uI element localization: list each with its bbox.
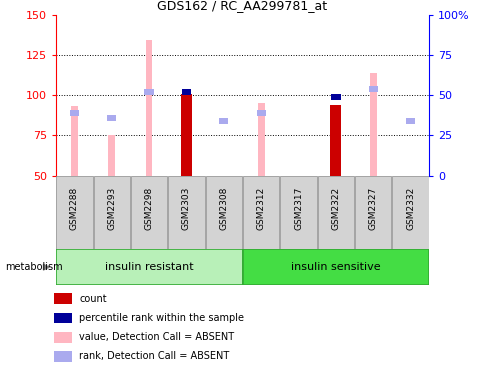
Bar: [107, 115, 116, 120]
Bar: [93, 176, 130, 249]
Bar: [56, 249, 242, 285]
Bar: [71, 107, 77, 176]
Bar: [317, 176, 353, 249]
Bar: [219, 118, 228, 124]
Bar: [331, 94, 340, 100]
Bar: [392, 176, 428, 249]
Bar: [280, 176, 316, 249]
Text: GSM2298: GSM2298: [144, 187, 153, 230]
Bar: [54, 332, 72, 343]
Text: GSM2308: GSM2308: [219, 187, 228, 230]
Text: insulin resistant: insulin resistant: [105, 262, 193, 272]
Text: GSM2293: GSM2293: [107, 187, 116, 230]
Bar: [368, 86, 377, 92]
Text: value, Detection Call = ABSENT: value, Detection Call = ABSENT: [79, 332, 234, 342]
Bar: [146, 40, 152, 176]
Text: GSM2312: GSM2312: [256, 187, 265, 230]
Bar: [56, 176, 92, 249]
Bar: [354, 176, 391, 249]
Text: GSM2332: GSM2332: [405, 187, 414, 230]
Bar: [256, 110, 265, 116]
Bar: [242, 176, 279, 249]
Bar: [131, 176, 167, 249]
Bar: [108, 135, 115, 176]
Text: GSM2317: GSM2317: [293, 187, 302, 230]
Bar: [330, 105, 341, 176]
Bar: [369, 72, 376, 176]
Text: metabolism: metabolism: [5, 262, 62, 272]
Title: GDS162 / RC_AA299781_at: GDS162 / RC_AA299781_at: [157, 0, 327, 12]
Text: GSM2288: GSM2288: [70, 187, 79, 230]
Bar: [242, 249, 428, 285]
Bar: [168, 176, 204, 249]
Bar: [144, 89, 153, 95]
Bar: [257, 103, 264, 176]
Text: GSM2327: GSM2327: [368, 187, 377, 230]
Text: insulin sensitive: insulin sensitive: [290, 262, 380, 272]
Bar: [54, 313, 72, 323]
Bar: [181, 94, 192, 176]
Text: count: count: [79, 294, 107, 304]
Bar: [182, 89, 191, 95]
Bar: [54, 351, 72, 362]
Text: GSM2322: GSM2322: [331, 187, 340, 230]
Bar: [54, 294, 72, 304]
Text: rank, Detection Call = ABSENT: rank, Detection Call = ABSENT: [79, 351, 229, 361]
Bar: [70, 110, 79, 116]
Bar: [405, 118, 414, 124]
Text: percentile rank within the sample: percentile rank within the sample: [79, 313, 244, 323]
Text: GSM2303: GSM2303: [182, 187, 191, 230]
Bar: [205, 176, 242, 249]
